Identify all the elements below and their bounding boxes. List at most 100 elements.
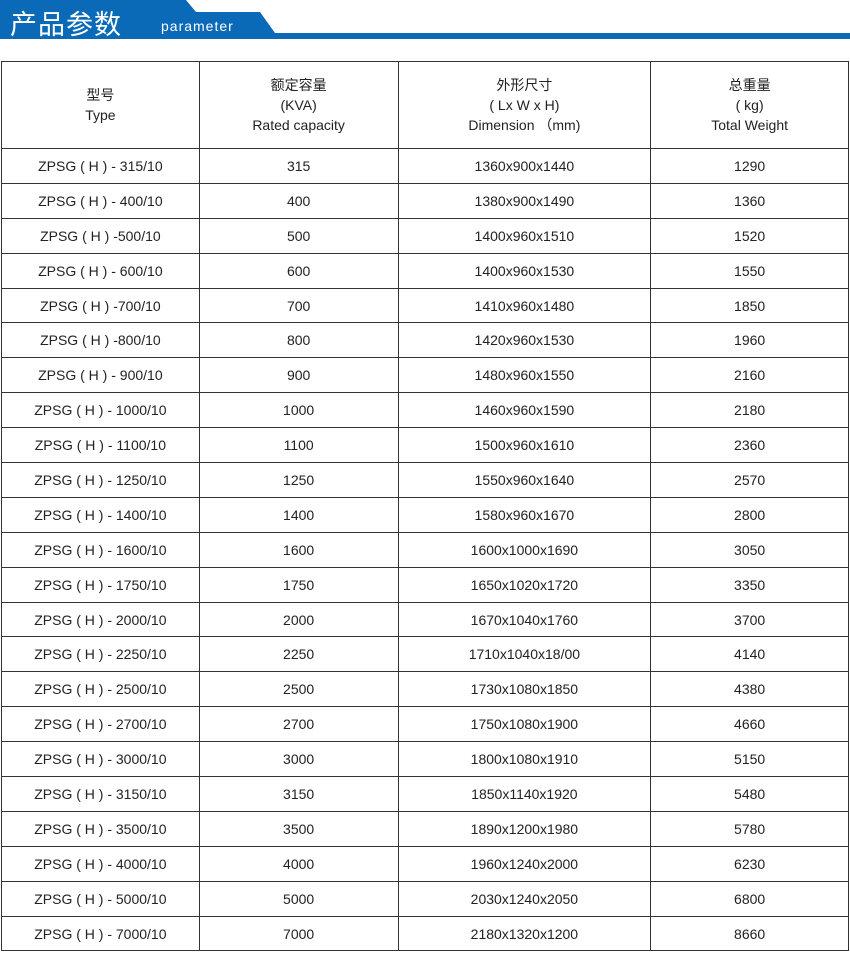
- table-row: ZPSG ( H ) - 3150/10 3150 1850x1140x1920 54…: [1, 776, 849, 812]
- section-banner: 产品参数 parameter: [0, 0, 850, 41]
- cell-rated-capacity: 700: [198, 287, 399, 324]
- table-row: ZPSG ( H ) - 1000/10 1000 1460x960x1590 218…: [1, 392, 849, 429]
- cell-type: ZPSG ( H ) -800/10: [1, 322, 200, 359]
- table-row: ZPSG ( H ) - 1400/10 1400 1580x960x1670 280…: [1, 496, 849, 533]
- cell-dimension: 1360x900x1440: [397, 148, 652, 184]
- cell-rated-capacity: 315: [198, 148, 399, 184]
- table-row: ZPSG ( H ) - 1600/10 1600 1600x1000x1690 30…: [1, 531, 849, 568]
- cell-rated-capacity: 1000: [198, 392, 399, 429]
- section-title: 产品参数: [10, 10, 122, 41]
- table-row: ZPSG ( H ) - 2500/10 2500 1730x1080x1850 43…: [1, 671, 849, 708]
- cell-dimension: 1650x1020x1720: [397, 566, 652, 603]
- header-line: Dimension （mm): [468, 117, 581, 133]
- cell-rated-capacity: 3000: [198, 741, 399, 778]
- cell-rated-capacity: 1600: [198, 531, 399, 568]
- cell-rated-capacity: 2250: [198, 636, 399, 673]
- table-row: ZPSG ( H ) - 2700/10 2700 1750x1080x1900 46…: [1, 706, 849, 743]
- header-type: 型号 Type: [1, 61, 200, 149]
- cell-total-weight: 4660: [650, 706, 849, 743]
- cell-type: ZPSG ( H ) -500/10: [1, 217, 200, 254]
- header-line: (KVA): [280, 97, 317, 113]
- cell-total-weight: 1850: [650, 287, 849, 324]
- cell-type: ZPSG ( H ) - 1000/10: [1, 392, 200, 429]
- header-line: 外形尺寸: [496, 77, 553, 93]
- cell-dimension: 1750x1080x1900: [397, 706, 652, 743]
- table-row: ZPSG ( H ) - 7000/10 7000 2180x1320x1200 86…: [1, 915, 849, 952]
- cell-total-weight: 1360: [650, 182, 849, 219]
- cell-type: ZPSG ( H ) - 2500/10: [1, 671, 200, 708]
- table-row: ZPSG ( H ) - 1250/10 1250 1550x960x1640 257…: [1, 462, 849, 498]
- cell-dimension: 1960x1240x2000: [397, 845, 652, 882]
- cell-dimension: 1500x960x1610: [397, 427, 652, 464]
- header-line: 型号: [86, 87, 115, 103]
- cell-type: ZPSG ( H ) - 600/10: [1, 252, 200, 289]
- cell-rated-capacity: 1250: [198, 462, 399, 498]
- cell-rated-capacity: 500: [198, 217, 399, 254]
- header-line: Total Weight: [711, 117, 789, 133]
- header-line: 额定容量: [270, 77, 327, 93]
- cell-total-weight: 8660: [650, 915, 849, 952]
- cell-dimension: 1730x1080x1850: [397, 671, 652, 708]
- cell-total-weight: 1960: [650, 322, 849, 359]
- table-row: ZPSG ( H ) - 4000/10 4000 1960x1240x2000 62…: [1, 845, 849, 882]
- cell-total-weight: 1550: [650, 252, 849, 289]
- cell-total-weight: 2160: [650, 357, 849, 394]
- table-row: ZPSG ( H ) - 600/10 600 1400x960x1530 1550: [1, 252, 849, 289]
- table-row: ZPSG ( H ) - 3000/10 3000 1800x1080x1910 51…: [1, 741, 849, 778]
- cell-dimension: 1670x1040x1760: [397, 601, 652, 638]
- cell-rated-capacity: 400: [198, 182, 399, 219]
- table-row: ZPSG ( H ) - 3500/10 3500 1890x1200x1980 57…: [1, 810, 849, 847]
- header-line: 总重量: [728, 77, 771, 93]
- cell-type: ZPSG ( H ) - 4000/10: [1, 845, 200, 882]
- section-subtitle: parameter: [161, 18, 234, 34]
- cell-dimension: 1800x1080x1910: [397, 741, 652, 778]
- table-row: ZPSG ( H ) - 900/10 900 1480x960x1550 2160: [1, 357, 849, 394]
- cell-dimension: 1850x1140x1920: [397, 776, 652, 812]
- header-row: 型号 Type 额定容量 (KVA) Rated capacity 外形尺寸 ( Lx W …: [1, 61, 849, 149]
- cell-rated-capacity: 2500: [198, 671, 399, 708]
- cell-type: ZPSG ( H ) - 315/10: [1, 148, 200, 184]
- header-rated-capacity: 额定容量 (KVA) Rated capacity: [198, 61, 399, 149]
- cell-type: ZPSG ( H ) - 900/10: [1, 357, 200, 394]
- cell-dimension: 1890x1200x1980: [397, 810, 652, 847]
- header-line: Rated capacity: [252, 117, 345, 133]
- table-row: ZPSG ( H ) - 1100/10 1100 1500x960x1610 236…: [1, 427, 849, 464]
- table-row: ZPSG ( H ) - 2000/10 2000 1670x1040x1760 37…: [1, 601, 849, 638]
- cell-dimension: 1600x1000x1690: [397, 531, 652, 568]
- table-row: ZPSG ( H ) - 315/10 315 1360x900x1440 1290: [1, 148, 849, 184]
- cell-dimension: 1410x960x1480: [397, 287, 652, 324]
- table-row: ZPSG ( H ) -500/10 500 1400x960x1510 1520: [1, 217, 849, 254]
- table-row: ZPSG ( H ) - 2250/10 2250 1710x1040x18/00 4…: [1, 636, 849, 673]
- header-total-weight: 总重量 ( kg) Total Weight: [650, 61, 849, 149]
- cell-total-weight: 2570: [650, 462, 849, 498]
- cell-dimension: 1420x960x1530: [397, 322, 652, 359]
- cell-total-weight: 3050: [650, 531, 849, 568]
- cell-total-weight: 3350: [650, 566, 849, 603]
- cell-total-weight: 2180: [650, 392, 849, 429]
- header-line: ( Lx W x H): [489, 97, 560, 113]
- cell-type: ZPSG ( H ) - 7000/10: [1, 915, 200, 952]
- cell-total-weight: 5150: [650, 741, 849, 778]
- cell-type: ZPSG ( H ) - 3500/10: [1, 810, 200, 847]
- cell-dimension: 1710x1040x18/00: [397, 636, 652, 673]
- cell-total-weight: 6230: [650, 845, 849, 882]
- cell-dimension: 2180x1320x1200: [397, 915, 652, 952]
- cell-dimension: 1460x960x1590: [397, 392, 652, 429]
- cell-rated-capacity: 7000: [198, 915, 399, 952]
- cell-dimension: 1480x960x1550: [397, 357, 652, 394]
- table-row: ZPSG ( H ) - 400/10 400 1380x900x1490 1360: [1, 182, 849, 219]
- cell-rated-capacity: 3500: [198, 810, 399, 847]
- cell-type: ZPSG ( H ) - 1750/10: [1, 566, 200, 603]
- cell-total-weight: 6800: [650, 880, 849, 917]
- cell-rated-capacity: 600: [198, 252, 399, 289]
- cell-type: ZPSG ( H ) - 400/10: [1, 182, 200, 219]
- cell-type: ZPSG ( H ) - 3150/10: [1, 776, 200, 812]
- cell-rated-capacity: 5000: [198, 880, 399, 917]
- cell-total-weight: 1290: [650, 148, 849, 184]
- table-row: ZPSG ( H ) - 1750/10 1750 1650x1020x1720 33…: [1, 566, 849, 603]
- cell-rated-capacity: 1750: [198, 566, 399, 603]
- cell-rated-capacity: 3150: [198, 776, 399, 812]
- cell-total-weight: 2800: [650, 496, 849, 533]
- cell-total-weight: 5480: [650, 776, 849, 812]
- cell-dimension: 1380x900x1490: [397, 182, 652, 219]
